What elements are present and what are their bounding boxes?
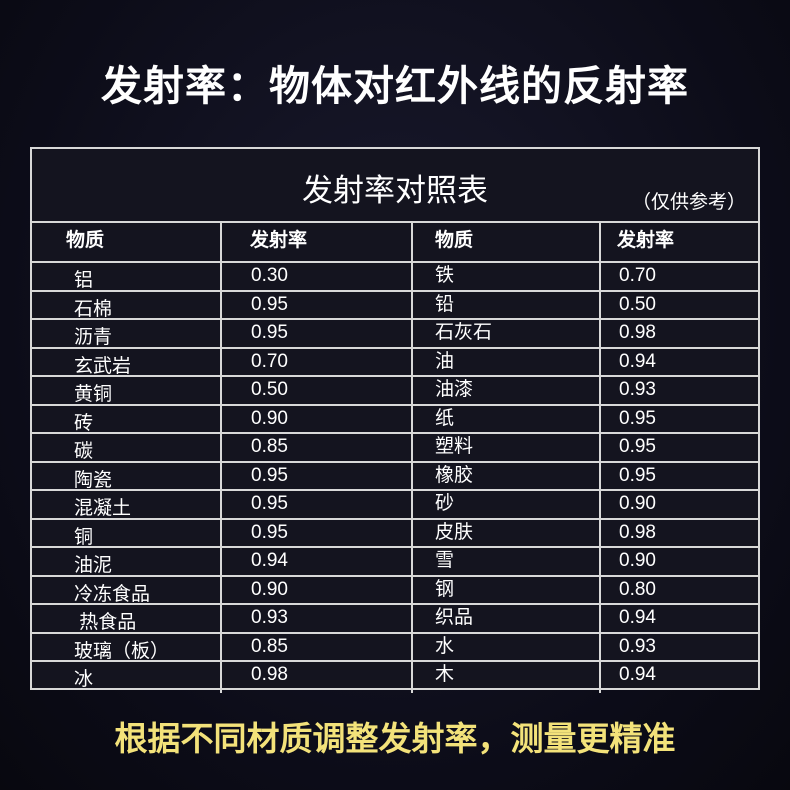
emissivity-cell: 0.90	[619, 493, 656, 514]
material-cell: 玻璃（板）	[32, 633, 222, 665]
material-cell: 铝	[32, 263, 222, 294]
material-cell: 木	[413, 662, 601, 693]
emissivity-cell: 0.70	[619, 265, 656, 286]
emissivity-cell: 0.85	[222, 434, 413, 465]
header-material: 物质	[32, 222, 222, 261]
table-row: 混凝土 0.95 砂 0.90	[32, 491, 758, 522]
material-cell: 碳	[32, 434, 222, 465]
emissivity-cell: 0.98	[619, 322, 656, 343]
emissivity-cell: 0.95	[222, 291, 413, 323]
footer-slogan: 根据不同材质调整发射率，测量更精准	[114, 720, 676, 757]
emissivity-table: 发射率对照表 （仅供参考） 物质 发射率 物质 发射率 铝 0.30 铁 0.70 石棉…	[30, 147, 760, 693]
table-title-area: 发射率对照表 （仅供参考）	[32, 149, 758, 223]
table-grid: 物质 发射率 物质 发射率 铝 0.30 铁 0.70 石棉 0.95 铅 0.50 沥青 0.9…	[32, 222, 758, 693]
header-emissivity: 发射率	[617, 230, 675, 251]
table-row: 砖 0.90 纸 0.95	[32, 405, 758, 437]
material-cell: 纸	[413, 405, 601, 437]
emissivity-cell: 0.94	[619, 350, 656, 372]
emissivity-cell: 0.90	[619, 550, 656, 571]
material-cell: 铁	[413, 263, 601, 294]
table-row: 冷冻食品 0.90 钢 0.80	[32, 576, 758, 608]
emissivity-cell: 0.94	[619, 607, 656, 628]
material-cell: 砂	[413, 491, 601, 522]
emissivity-cell: 0.30	[222, 263, 413, 294]
material-cell: 橡胶	[413, 462, 601, 494]
emissivity-cell: 0.95	[619, 464, 656, 486]
table-header-row: 物质 发射率 物质 发射率	[32, 222, 758, 263]
emissivity-cell: 0.95	[222, 491, 413, 522]
table-row: 冰 0.98 木 0.94	[32, 662, 758, 693]
table-row: 玻璃（板） 0.85 水 0.93	[32, 633, 758, 665]
table-row: 石棉 0.95 铅 0.50	[32, 291, 758, 323]
material-cell: 铅	[413, 291, 601, 323]
table-row: 碳 0.85 塑料 0.95	[32, 434, 758, 465]
headline: 发射率：物体对红外线的反射率	[101, 63, 689, 109]
emissivity-cell: 0.94	[619, 664, 656, 685]
material-cell: 冷冻食品	[32, 576, 222, 608]
emissivity-cell: 0.93	[222, 605, 413, 636]
material-cell: 钢	[413, 576, 601, 608]
emissivity-cell: 0.98	[222, 662, 413, 693]
material-cell: 石棉	[32, 291, 222, 323]
table-row: 陶瓷 0.95 橡胶 0.95	[32, 462, 758, 494]
emissivity-cell: 0.90	[222, 576, 413, 608]
table-row: 黄铜 0.50 油漆 0.93	[32, 377, 758, 408]
table-row: 玄武岩 0.70 油 0.94	[32, 348, 758, 380]
material-cell: 沥青	[32, 320, 222, 351]
material-cell: 混凝土	[32, 491, 222, 522]
table-row: 油泥 0.94 雪 0.90	[32, 548, 758, 579]
emissivity-cell: 0.90	[222, 405, 413, 437]
material-cell: 油泥	[32, 548, 222, 579]
emissivity-cell: 0.80	[619, 578, 656, 600]
material-cell: 织品	[413, 605, 601, 636]
emissivity-cell: 0.95	[619, 407, 656, 429]
emissivity-cell: 0.98	[619, 521, 656, 543]
table-row: 铜 0.95 皮肤 0.98	[32, 519, 758, 551]
emissivity-cell: 0.50	[222, 377, 413, 408]
emissivity-cell: 0.95	[222, 462, 413, 494]
material-cell: 热食品	[32, 605, 222, 636]
emissivity-cell: 0.70	[222, 348, 413, 380]
table-note: （仅供参考）	[631, 192, 746, 213]
emissivity-cell: 0.95	[619, 436, 656, 457]
material-cell: 黄铜	[32, 377, 222, 408]
header-emissivity: 发射率	[222, 222, 413, 261]
material-cell: 雪	[413, 548, 601, 579]
material-cell: 塑料	[413, 434, 601, 465]
table-row: 铝 0.30 铁 0.70	[32, 263, 758, 294]
emissivity-cell: 0.94	[222, 548, 413, 579]
material-cell: 冰	[32, 662, 222, 693]
material-cell: 油	[413, 348, 601, 380]
material-cell: 水	[413, 633, 601, 665]
table-row: 热食品 0.93 织品 0.94	[32, 605, 758, 636]
emissivity-cell: 0.85	[222, 633, 413, 665]
material-cell: 砖	[32, 405, 222, 437]
table-title: 发射率对照表	[302, 173, 488, 208]
emissivity-cell: 0.93	[619, 379, 656, 400]
material-cell: 玄武岩	[32, 348, 222, 380]
emissivity-cell: 0.50	[619, 293, 656, 315]
material-cell: 陶瓷	[32, 462, 222, 494]
emissivity-cell: 0.93	[619, 635, 656, 657]
emissivity-cell: 0.95	[222, 320, 413, 351]
emissivity-cell: 0.95	[222, 519, 413, 551]
table-row: 沥青 0.95 石灰石 0.98	[32, 320, 758, 351]
material-cell: 石灰石	[413, 320, 601, 351]
material-cell: 皮肤	[413, 519, 601, 551]
header-material: 物质	[413, 222, 601, 261]
material-cell: 铜	[32, 519, 222, 551]
material-cell: 油漆	[413, 377, 601, 408]
